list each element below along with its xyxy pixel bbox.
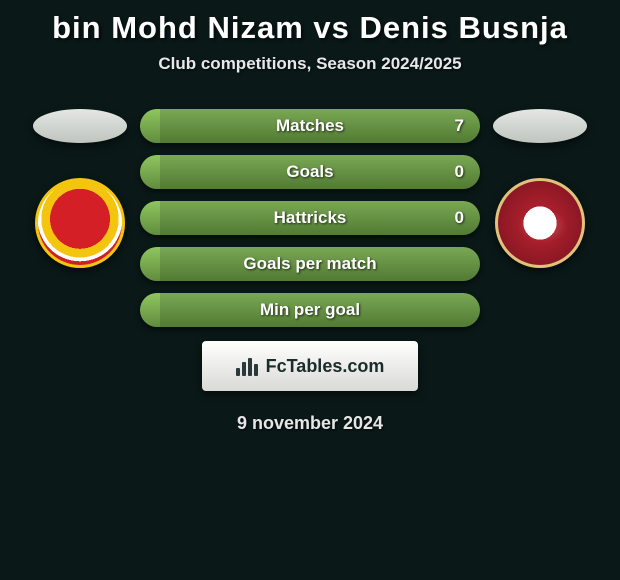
date-label: 9 november 2024 <box>0 413 620 434</box>
stat-bars: Matches 7 Goals 0 Hattricks 0 Goals per … <box>135 109 485 327</box>
right-column <box>485 109 595 268</box>
club-crest-left <box>35 178 125 268</box>
bar-value-right: 7 <box>455 116 464 136</box>
club-crest-right <box>495 178 585 268</box>
bar-label: Matches <box>140 116 480 136</box>
stat-bar-min-per-goal: Min per goal <box>140 293 480 327</box>
page-subtitle: Club competitions, Season 2024/2025 <box>0 54 620 74</box>
bar-chart-icon <box>236 356 260 376</box>
brand-text: FcTables.com <box>266 356 385 377</box>
bar-label: Goals per match <box>140 254 480 274</box>
player-oval-left <box>33 109 127 143</box>
player-oval-right <box>493 109 587 143</box>
stat-bar-matches: Matches 7 <box>140 109 480 143</box>
bar-value-right: 0 <box>455 208 464 228</box>
stat-bar-goals-per-match: Goals per match <box>140 247 480 281</box>
bar-label: Min per goal <box>140 300 480 320</box>
content-row: Matches 7 Goals 0 Hattricks 0 Goals per … <box>0 109 620 327</box>
stat-bar-hattricks: Hattricks 0 <box>140 201 480 235</box>
stat-bar-goals: Goals 0 <box>140 155 480 189</box>
bar-label: Hattricks <box>140 208 480 228</box>
infographic-container: bin Mohd Nizam vs Denis Busnja Club comp… <box>0 0 620 434</box>
brand-box: FcTables.com <box>202 341 418 391</box>
bar-label: Goals <box>140 162 480 182</box>
left-column <box>25 109 135 268</box>
page-title: bin Mohd Nizam vs Denis Busnja <box>0 10 620 46</box>
bar-value-right: 0 <box>455 162 464 182</box>
